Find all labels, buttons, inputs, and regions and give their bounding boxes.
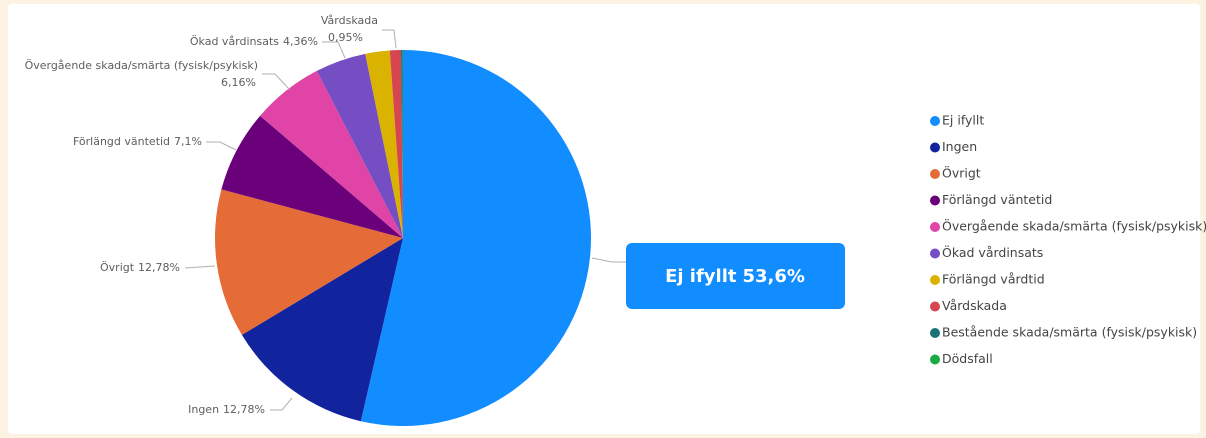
callout-label: Ej ifyllt 53,6% (665, 266, 805, 287)
pie-slice (241, 238, 403, 422)
data-label-name: Övergående skada/smärta (fysisk/psykisk) (25, 59, 258, 72)
leader-line (262, 73, 291, 91)
legend-label: Ökad vårdinsats (942, 244, 1043, 260)
leader-line (382, 29, 397, 49)
leader-line (591, 257, 626, 263)
pie-slice (365, 50, 403, 238)
data-label: Ingen 12,78% (188, 403, 265, 416)
legend-label: Övergående skada/smärta (fysisk/psykisk) (942, 218, 1206, 234)
data-label-name: Vårdskada (321, 14, 378, 27)
data-label-value: 7,1% (174, 135, 202, 148)
pie-slice (402, 50, 403, 238)
legend-label: Bestående skada/smärta (fysisk/psykisk) (942, 325, 1197, 340)
legend-marker (930, 116, 940, 126)
legend-marker (930, 248, 940, 259)
data-label-value: 0,95% (328, 31, 363, 44)
legend-marker (930, 142, 940, 153)
pie-slice (400, 50, 403, 238)
data-label-value: 6,16% (221, 76, 256, 89)
leader-line (270, 397, 293, 411)
pie-slice (221, 115, 403, 238)
data-label-value: 12,78% (138, 261, 180, 274)
pie-slice (214, 189, 403, 335)
pie-slice (360, 50, 591, 426)
leader-line (206, 141, 237, 151)
legend-label: Dödsfall (942, 351, 993, 366)
leader-line (184, 265, 216, 269)
data-label-name: Ökad vårdinsats (190, 35, 279, 48)
callout-name: Ej ifyllt (665, 266, 737, 287)
callout-value: 53,6% (742, 266, 804, 287)
legend-label: Ej ifyllt (942, 113, 984, 128)
legend-marker (930, 169, 940, 179)
callout-box (626, 243, 845, 309)
data-label: Förlängd väntetid 7,1% (73, 135, 202, 148)
legend-marker (930, 195, 940, 206)
legend-marker (930, 222, 940, 232)
leader-line (322, 41, 346, 59)
legend-label: Förlängd väntetid (942, 192, 1052, 207)
legend-label: Övrigt (942, 165, 981, 181)
legend-marker (930, 328, 940, 338)
data-label-name: Övrigt (100, 261, 135, 274)
data-label-name: Förlängd väntetid (73, 135, 170, 148)
data-label: Ökad vårdinsats 4,36% (190, 35, 318, 48)
data-label: Övrigt 12,78% (100, 261, 180, 274)
pie-slice (316, 53, 403, 238)
pie-slice (389, 50, 403, 238)
legend-marker (930, 275, 940, 285)
pie-slice (260, 70, 403, 238)
legend-marker (930, 354, 940, 365)
data-label-value: 4,36% (283, 35, 318, 48)
card (8, 4, 1200, 434)
legend-label: Ingen (942, 139, 977, 154)
legend-label: Förlängd vårdtid (942, 272, 1045, 287)
legend-marker (930, 301, 940, 312)
legend-label: Vårdskada (942, 298, 1007, 313)
data-label-name: Ingen (188, 403, 219, 416)
data-label-value: 12,78% (223, 403, 265, 416)
